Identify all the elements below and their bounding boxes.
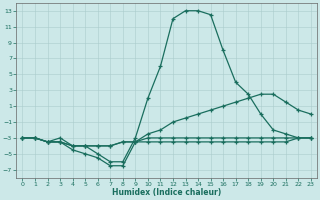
X-axis label: Humidex (Indice chaleur): Humidex (Indice chaleur)	[112, 188, 221, 197]
